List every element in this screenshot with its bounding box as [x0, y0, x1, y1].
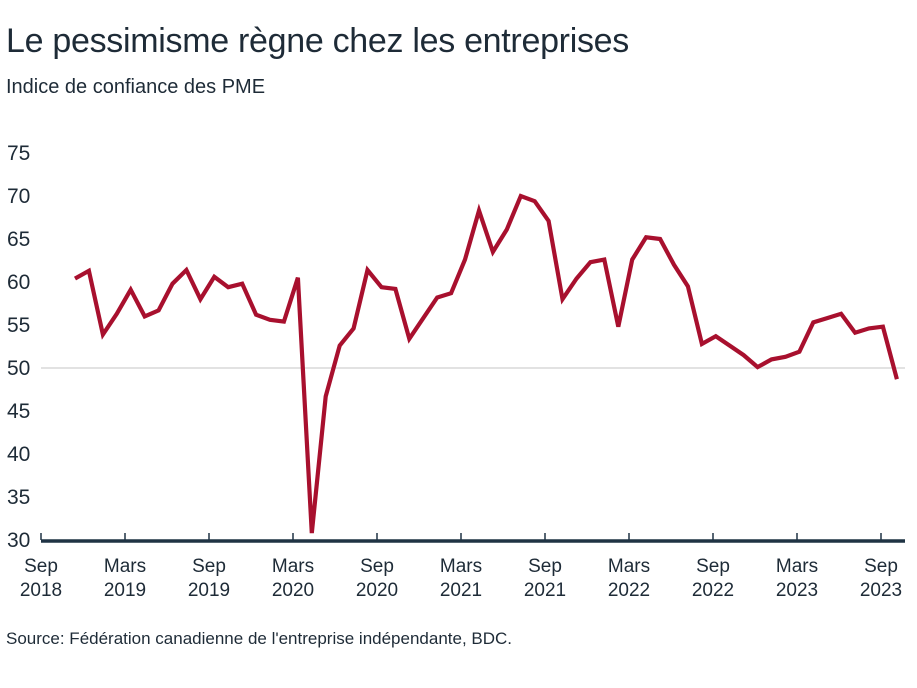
x-tick-year: 2020	[272, 580, 314, 601]
x-tick-month: Mars	[776, 556, 818, 577]
x-tick-month: Sep	[360, 556, 394, 577]
series-line	[73, 193, 899, 534]
chart-title: Le pessimisme règne chez les entreprises	[6, 22, 629, 60]
x-tick-year: 2021	[440, 580, 482, 601]
x-axis: Sep 2018 Mars 2019 Sep 2019 Mars 2020 Sep 2020 Mar…	[20, 533, 905, 601]
x-tick-year: 2020	[356, 580, 398, 601]
x-tick-month: Mars	[440, 556, 482, 577]
x-tick-year: 2022	[692, 580, 734, 601]
y-tick-label: 75	[7, 142, 30, 165]
y-tick-label: 70	[7, 185, 30, 208]
series-group	[73, 193, 899, 534]
x-tick-month: Sep	[864, 556, 898, 577]
x-tick-month: Sep	[528, 556, 562, 577]
x-tick-month: Sep	[696, 556, 730, 577]
x-tick-year: 2019	[188, 580, 230, 601]
x-tick-month: Mars	[104, 556, 146, 577]
y-tick-label: 60	[7, 271, 30, 294]
y-tick-label: 50	[7, 357, 30, 380]
y-tick-label: 45	[7, 400, 30, 423]
y-axis: 75 70 65 60 55 50 45 40 35 30	[7, 142, 30, 552]
y-tick-label: 65	[7, 228, 30, 251]
y-tick-label: 40	[7, 443, 30, 466]
x-tick-month: Sep	[24, 556, 58, 577]
x-tick-year: 2022	[608, 580, 650, 601]
y-tick-label: 30	[7, 529, 30, 552]
x-tick-month: Mars	[272, 556, 314, 577]
y-tick-label: 55	[7, 314, 30, 337]
x-tick-year: 2021	[524, 580, 566, 601]
x-tick-year: 2023	[776, 580, 818, 601]
x-tick-month: Mars	[608, 556, 650, 577]
chart-subtitle: Indice de confiance des PME	[6, 76, 266, 98]
y-tick-label: 35	[7, 486, 30, 509]
x-tick-year: 2019	[104, 580, 146, 601]
x-tick-year: 2023	[860, 580, 902, 601]
x-tick-month: Sep	[192, 556, 226, 577]
x-tick-year: 2018	[20, 580, 62, 601]
source-note: Source: Fédération canadienne de l'entre…	[6, 629, 513, 648]
